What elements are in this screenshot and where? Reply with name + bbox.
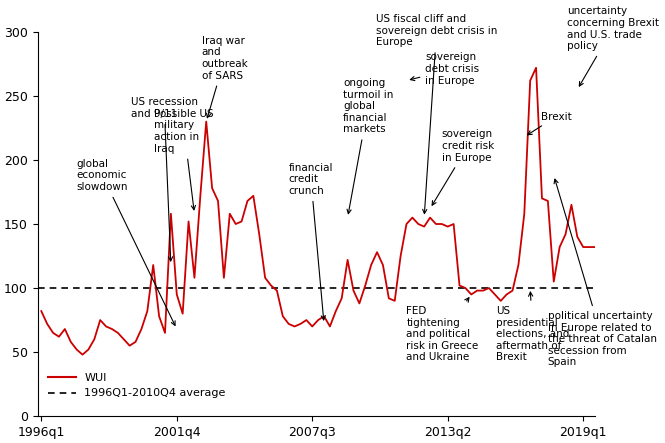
Text: financial
credit
crunch: financial credit crunch [289,163,333,320]
Text: Iraq war
and
outbreak
of SARS: Iraq war and outbreak of SARS [201,36,248,118]
Text: sovereign
credit risk
in Europe: sovereign credit risk in Europe [432,129,494,205]
Text: US
presidential
elections, and
aftermath of
Brexit: US presidential elections, and aftermath… [496,292,569,362]
Text: Possible US
military
action in
Iraq: Possible US military action in Iraq [154,109,214,210]
Text: global
economic
slowdown: global economic slowdown [76,159,175,326]
Text: US fiscal cliff and
sovereign debt crisis in
Europe: US fiscal cliff and sovereign debt crisi… [376,14,497,214]
Text: ongoing
turmoil in
global
financial
markets: ongoing turmoil in global financial mark… [343,78,393,214]
Text: FED
tightening
and political
risk in Greece
and Ukraine: FED tightening and political risk in Gre… [406,298,479,362]
Text: uncertainty
concerning Brexit
and U.S. trade
policy: uncertainty concerning Brexit and U.S. t… [567,6,659,86]
Text: Brexit: Brexit [528,112,571,135]
Text: political uncertainty
in Europe related to
the threat of Catalan
secession from
: political uncertainty in Europe related … [548,179,657,367]
Text: US recession
and 9/11: US recession and 9/11 [131,97,198,261]
Text: sovereign
debt crisis
in Europe: sovereign debt crisis in Europe [410,53,479,85]
Legend: WUI, 1996Q1-2010Q4 average: WUI, 1996Q1-2010Q4 average [43,369,230,403]
